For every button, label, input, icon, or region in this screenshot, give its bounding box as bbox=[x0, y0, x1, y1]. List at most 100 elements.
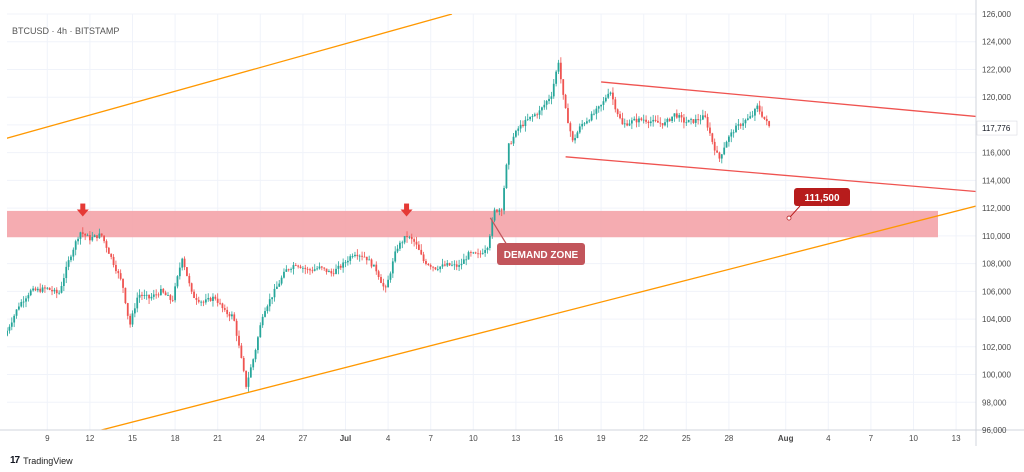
candle-body bbox=[34, 288, 37, 291]
y-tick-label: 102,000 bbox=[982, 343, 1011, 352]
candle-body bbox=[699, 119, 702, 121]
plot-area bbox=[7, 14, 976, 430]
candle-body bbox=[600, 104, 602, 107]
candle-body bbox=[633, 118, 636, 121]
candle-body bbox=[178, 267, 181, 277]
y-tick-label: 124,000 bbox=[982, 38, 1011, 47]
candle-body bbox=[283, 271, 285, 278]
y-tick-label: 104,000 bbox=[982, 315, 1011, 324]
candle-body bbox=[103, 235, 105, 242]
candle-body bbox=[642, 119, 645, 121]
candle-body bbox=[583, 123, 586, 125]
candle-body bbox=[621, 118, 624, 125]
tradingview-branding[interactable]: 17 TradingView bbox=[10, 455, 73, 466]
candle-body bbox=[661, 123, 664, 126]
y-tick-label: 112,000 bbox=[982, 204, 1011, 213]
candle-body bbox=[110, 253, 113, 257]
candle-body bbox=[332, 273, 335, 275]
candle-body bbox=[124, 287, 127, 304]
candle-body bbox=[477, 253, 479, 255]
candle-body bbox=[152, 294, 155, 297]
candle-body bbox=[323, 267, 326, 269]
candle-body bbox=[15, 309, 18, 316]
candle-body bbox=[739, 124, 742, 126]
candle-body bbox=[278, 283, 281, 287]
candle-body bbox=[58, 292, 61, 294]
candle-body bbox=[742, 123, 744, 126]
candle-body bbox=[505, 164, 508, 189]
candle-body bbox=[32, 288, 34, 291]
candle-body bbox=[240, 345, 243, 358]
candle-body bbox=[268, 299, 271, 307]
level-label: 111,500 bbox=[804, 193, 839, 204]
candle-body bbox=[126, 303, 129, 316]
x-tick-label: 9 bbox=[45, 434, 50, 443]
candle-body bbox=[221, 303, 224, 309]
candle-body bbox=[607, 93, 610, 98]
candle-body bbox=[761, 111, 763, 117]
candle-body bbox=[396, 248, 399, 252]
candle-body bbox=[481, 252, 484, 254]
candle-body bbox=[417, 244, 420, 250]
candle-body bbox=[451, 264, 453, 266]
candle-body bbox=[704, 115, 707, 117]
candle-body bbox=[380, 277, 382, 283]
candle-body bbox=[337, 265, 340, 269]
candle-body bbox=[652, 119, 655, 122]
candle-body bbox=[763, 116, 766, 119]
candle-body bbox=[48, 287, 51, 290]
y-tick-label: 122,000 bbox=[982, 65, 1011, 74]
y-tick-label: 120,000 bbox=[982, 93, 1011, 102]
candle-body bbox=[212, 296, 214, 301]
candle-body bbox=[382, 282, 385, 287]
candle-body bbox=[519, 124, 522, 129]
candle-body bbox=[7, 330, 8, 336]
candle-body bbox=[448, 263, 451, 266]
candle-body bbox=[462, 259, 465, 264]
candle-body bbox=[77, 238, 79, 242]
candle-body bbox=[399, 242, 401, 249]
candle-body bbox=[427, 263, 430, 265]
candle-body bbox=[273, 288, 276, 298]
candle-body bbox=[335, 268, 337, 274]
candle-body bbox=[351, 256, 354, 257]
candle-body bbox=[53, 289, 56, 292]
candle-body bbox=[754, 108, 756, 116]
candle-body bbox=[22, 301, 25, 303]
candle-body bbox=[472, 252, 475, 254]
candle-body bbox=[41, 287, 44, 292]
candle-body bbox=[181, 258, 184, 268]
candle-body bbox=[143, 294, 146, 296]
candle-body bbox=[148, 294, 150, 299]
candle-body bbox=[216, 298, 219, 303]
candle-body bbox=[238, 335, 240, 346]
candle-body bbox=[377, 271, 380, 278]
candle-body bbox=[160, 288, 162, 295]
candle-body bbox=[318, 266, 321, 269]
candle-body bbox=[252, 359, 255, 368]
candle-body bbox=[470, 252, 472, 253]
candle-body bbox=[39, 288, 42, 292]
y-tick-label: 98,000 bbox=[982, 398, 1007, 407]
candle-body bbox=[325, 268, 328, 273]
candle-body bbox=[465, 259, 468, 261]
x-tick-label: 7 bbox=[428, 434, 433, 443]
candle-body bbox=[683, 117, 685, 123]
candle-body bbox=[630, 120, 633, 124]
trend-line bbox=[565, 156, 976, 193]
candle-body bbox=[107, 247, 110, 254]
candle-body bbox=[320, 266, 323, 268]
candle-body bbox=[207, 297, 210, 300]
candle-body bbox=[74, 241, 77, 250]
candle-body bbox=[100, 233, 103, 236]
candle-body bbox=[105, 241, 108, 248]
candle-body bbox=[493, 209, 496, 221]
candle-body bbox=[328, 271, 330, 273]
candle-body bbox=[697, 119, 700, 121]
candle-body bbox=[659, 122, 662, 124]
candle-body bbox=[701, 115, 704, 120]
candle-body bbox=[197, 299, 200, 302]
candle-body bbox=[612, 92, 614, 100]
candle-body bbox=[10, 322, 13, 327]
